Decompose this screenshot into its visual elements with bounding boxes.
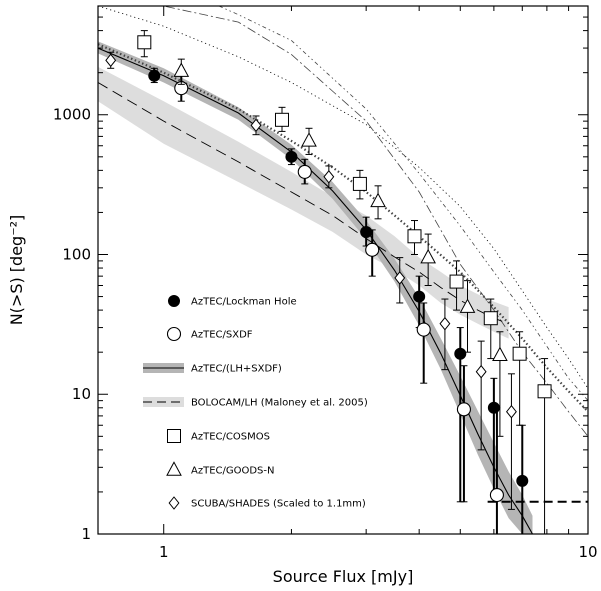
lockman-point [454,347,467,360]
x-tick-label: 1 [159,543,169,561]
goodsn-point [420,248,436,264]
lockman-point [516,474,529,487]
shades-point [105,53,117,68]
sxdf-point [365,242,380,257]
sxdf-legend-symbol [166,326,182,342]
goodsn-point [492,346,508,362]
legend-label-shades: SCUBA/SHADES (Scaled to 1.1mm) [191,499,366,510]
cosmos-point [537,384,552,399]
shades-series [105,51,517,510]
axis-ticks [98,5,589,535]
goodsn-point [370,192,386,208]
cosmos-point [407,229,422,244]
model-dotted-thin-line [98,6,588,389]
cosmos-point [274,112,289,127]
goodsn-point [459,298,476,313]
cosmos-series [137,30,552,534]
shades-point [475,364,487,379]
bolocam-band [98,66,509,339]
legend-label-goodsn: AzTEC/GOODS-N [191,466,275,477]
goodsn-series [173,58,508,437]
lockman-point [360,225,373,238]
legend-label-sxdf: AzTEC/SXDF [191,330,253,341]
sxdf-point [489,487,504,503]
cosmos-point [352,176,367,191]
x-axis-title: Source Flux [mJy] [273,567,414,586]
lockman-point [285,150,298,163]
y-axis-title: N(>S) [deg⁻²] [7,215,26,326]
cosmos-legend-symbol [167,429,181,443]
y-tick-label: 1000 [53,106,91,124]
model-dotted-thick-line [98,43,588,413]
goodsn-legend-symbol [166,461,182,476]
y-tick-label: 10 [72,385,91,403]
sxdf-point [297,164,312,179]
lockman-legend-symbol [168,295,180,307]
legend-label-lockman: AzTEC/Lockman Hole [191,297,297,308]
cosmos-point [483,311,498,326]
cosmos-point [512,346,527,361]
y-tick-label: 100 [62,245,91,263]
y-tick-label: 1 [81,525,91,543]
model-dashdotdot-line [218,6,588,401]
plot-frame [97,5,589,535]
shades-point [394,271,406,285]
goodsn-point [173,62,190,77]
goodsn-point [301,132,317,147]
shades-point [323,169,335,184]
legend-label-bolocam: BOLOCAM/LH (Maloney et al. 2005) [191,398,368,409]
legend-label-lhsxdf: AzTEC/(LH+SXDF) [191,364,282,375]
tick-labels: 1 10 1 10 100 1000 [53,106,598,561]
lockman-point [148,69,161,82]
sxdf-point [416,322,431,337]
cosmos-point [137,35,152,50]
sxdf-point [456,402,471,417]
sxdf-series [174,75,504,534]
cosmos-point [449,274,464,289]
shaded-bands [98,41,533,534]
legend: AzTEC/Lockman Hole AzTEC/SXDF AzTEC/(LH+SX… [143,295,368,510]
shades-point [250,118,262,133]
bolocam-fit-line [98,82,509,325]
lockman-point [413,290,426,303]
data-points [105,30,552,534]
shades-point [505,404,517,419]
shades-legend-symbol [168,496,180,510]
shades-point [439,316,451,331]
legend-label-cosmos: AzTEC/COSMOS [191,432,270,443]
x-tick-label: 10 [578,543,597,561]
